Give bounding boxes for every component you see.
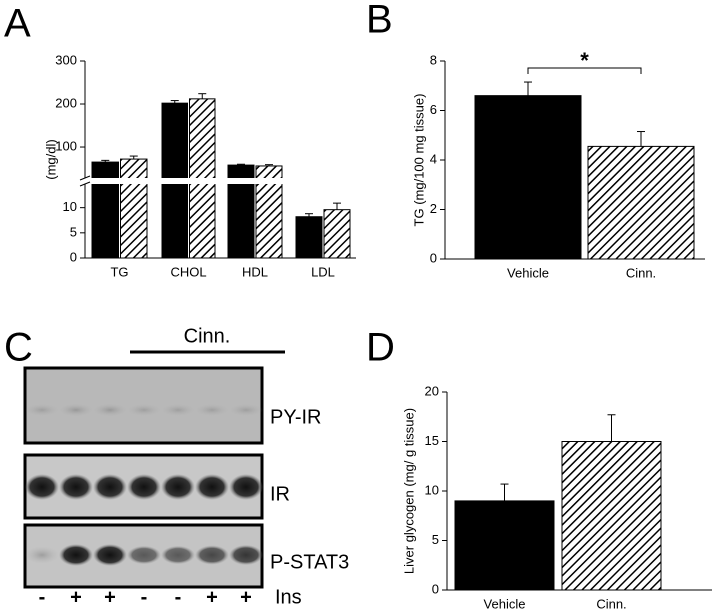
y-tick-label: 0	[432, 581, 439, 596]
lane-sign: +	[70, 586, 82, 608]
lane-sign: -	[141, 586, 148, 608]
band	[229, 403, 263, 417]
band	[161, 545, 195, 565]
x-tick-label: TG	[110, 264, 128, 279]
band	[93, 474, 127, 500]
panel-label: B	[366, 0, 393, 42]
bar	[587, 145, 695, 260]
y-axis-label: Liver glycogen (mg/ g tissue)	[401, 408, 416, 574]
y-axis-label: (mg/dl)	[43, 139, 58, 179]
bar	[454, 500, 555, 591]
bar	[561, 441, 662, 591]
bar	[474, 95, 582, 260]
band	[195, 403, 229, 417]
band	[127, 545, 161, 565]
lane-sign: -	[39, 586, 46, 608]
lane-sign: +	[240, 586, 252, 608]
x-tick-label: Vehicle	[507, 265, 549, 280]
band	[93, 544, 127, 566]
y-tick-label: 0	[70, 249, 77, 264]
break-mark	[79, 181, 91, 187]
panel-label: C	[4, 326, 33, 370]
panel-label: A	[4, 2, 31, 46]
y-tick-label: 2	[430, 201, 437, 216]
y-tick-label: 10	[425, 482, 439, 497]
y-tick-label: 6	[430, 102, 437, 117]
band	[195, 474, 229, 500]
band	[59, 403, 93, 417]
bar	[120, 158, 148, 259]
y-tick-label: 200	[55, 95, 77, 110]
y-tick-label: 5	[432, 532, 439, 547]
band	[161, 403, 195, 417]
treatment-label: Ins	[275, 586, 302, 608]
x-tick-label: HDL	[242, 264, 268, 279]
row-label: P-STAT3	[270, 551, 349, 573]
lane-sign: +	[104, 586, 116, 608]
band	[229, 474, 263, 500]
x-tick-label: LDL	[311, 264, 335, 279]
significance-bracket	[527, 67, 642, 74]
y-tick-label: 8	[430, 52, 437, 67]
band	[195, 545, 229, 565]
band	[229, 544, 263, 566]
lane-sign: +	[206, 586, 218, 608]
band	[59, 544, 93, 566]
lane-sign: -	[175, 586, 182, 608]
y-tick-label: 5	[70, 224, 77, 239]
y-tick-label: 0	[430, 250, 437, 265]
bar	[295, 216, 323, 259]
bar	[91, 161, 119, 259]
band	[161, 474, 195, 500]
y-axis-label: TG (mg/100 mg tissue)	[411, 94, 426, 227]
band	[25, 403, 59, 417]
y-tick-label: 10	[63, 199, 77, 214]
x-tick-label: Cinn.	[626, 265, 656, 280]
y-tick-label: 15	[425, 433, 439, 448]
band	[127, 403, 161, 417]
panel-label: D	[366, 326, 395, 370]
band	[25, 546, 59, 564]
x-tick-label: CHOL	[170, 264, 206, 279]
row-label: IR	[270, 483, 290, 505]
break-mark	[79, 175, 91, 181]
y-tick-label: 300	[55, 52, 77, 67]
group-label: Cinn.	[184, 325, 231, 347]
axis-break	[79, 178, 358, 184]
x-tick-label: Vehicle	[484, 596, 526, 611]
bar	[323, 209, 351, 259]
band	[59, 474, 93, 500]
y-tick-label: 4	[430, 151, 437, 166]
band	[127, 474, 161, 500]
row-label: PY-IR	[270, 406, 322, 428]
y-tick-label: 100	[55, 138, 77, 153]
western-blot: PY-IR IR P-STAT3 Cinn. - + + - - + + Ins	[23, 325, 349, 608]
band	[25, 474, 59, 500]
y-tick-label: 20	[425, 383, 439, 398]
x-tick-label: Cinn.	[596, 596, 626, 611]
band	[93, 403, 127, 417]
annotation: *	[580, 48, 589, 73]
